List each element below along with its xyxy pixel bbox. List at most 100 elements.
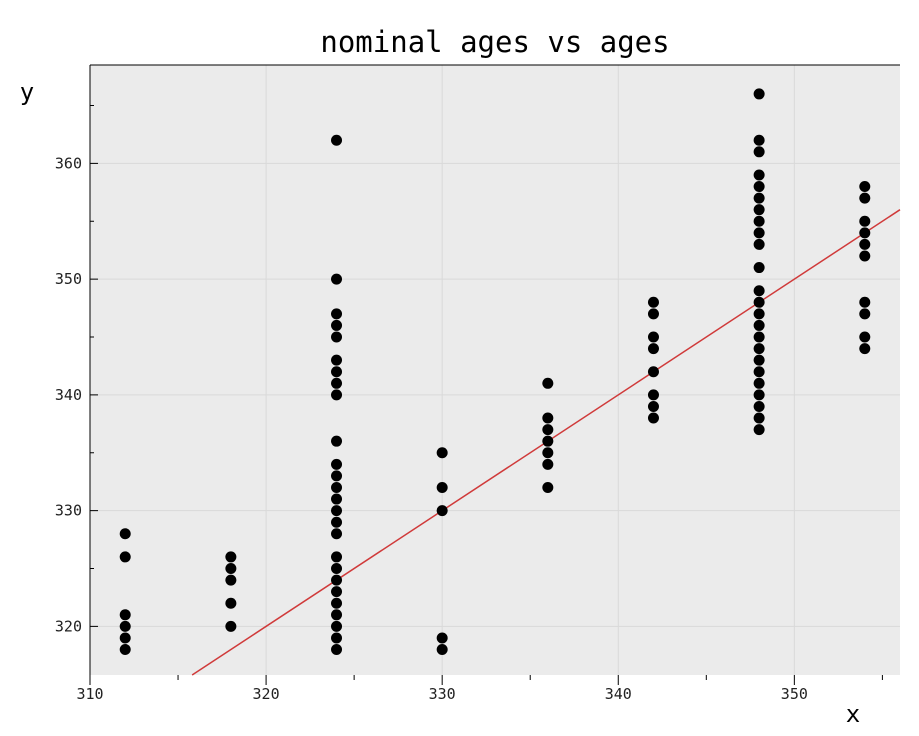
scatter-point <box>331 458 343 470</box>
scatter-point <box>331 470 343 482</box>
scatter-point <box>859 238 871 250</box>
scatter-point <box>859 181 871 193</box>
scatter-point <box>331 366 343 378</box>
scatter-point <box>647 400 659 412</box>
scatter-point <box>753 134 765 146</box>
scatter-point <box>331 516 343 528</box>
scatter-point <box>753 424 765 436</box>
scatter-point <box>647 343 659 355</box>
scatter-point <box>647 296 659 308</box>
scatter-point <box>225 551 237 563</box>
scatter-point <box>647 389 659 401</box>
scatter-point <box>753 169 765 181</box>
scatter-point <box>436 644 448 656</box>
x-axis-label: x <box>846 700 860 728</box>
scatter-point <box>753 308 765 320</box>
scatter-point <box>859 308 871 320</box>
scatter-point <box>859 343 871 355</box>
scatter-point <box>331 331 343 343</box>
scatter-point <box>119 551 131 563</box>
gridlines <box>90 65 900 675</box>
x-tick-label: 330 <box>429 685 456 703</box>
scatter-point <box>753 192 765 204</box>
chart-title: nominal ages vs ages <box>320 25 669 59</box>
scatter-point <box>331 620 343 632</box>
scatter-point <box>119 632 131 644</box>
x-tick-label: 350 <box>781 685 808 703</box>
scatter-point <box>436 447 448 459</box>
scatter-point <box>119 609 131 621</box>
scatter-point <box>225 574 237 586</box>
scatter-point <box>331 528 343 540</box>
scatter-point <box>542 435 554 447</box>
scatter-point <box>331 377 343 389</box>
scatter-point <box>331 273 343 285</box>
scatter-point <box>753 227 765 239</box>
scatter-point <box>647 366 659 378</box>
scatter-point <box>647 412 659 424</box>
scatter-point <box>225 620 237 632</box>
scatter-point <box>542 481 554 493</box>
scatter-point <box>542 412 554 424</box>
y-tick-label: 350 <box>55 270 82 288</box>
scatter-point <box>753 238 765 250</box>
scatter-point <box>331 586 343 598</box>
y-tick-label: 340 <box>55 386 82 404</box>
scatter-point <box>331 481 343 493</box>
scatter-point <box>331 644 343 656</box>
scatter-point <box>331 389 343 401</box>
scatter-point <box>119 528 131 540</box>
scatter-point <box>331 574 343 586</box>
scatter-point <box>119 644 131 656</box>
scatter-point <box>119 620 131 632</box>
scatter-point <box>753 146 765 158</box>
scatter-point <box>753 343 765 355</box>
x-tick-label: 340 <box>605 685 632 703</box>
y-axis-ticks: 320 330 340 350 360 <box>55 105 98 635</box>
scatter-point <box>753 285 765 297</box>
scatter-point <box>331 134 343 146</box>
scatter-point <box>225 597 237 609</box>
scatter-point <box>647 331 659 343</box>
y-axis-label: y <box>20 78 34 106</box>
scatter-point <box>753 204 765 216</box>
scatter-point <box>753 181 765 193</box>
scatter-point <box>331 597 343 609</box>
scatter-point <box>331 563 343 575</box>
scatter-point <box>753 366 765 378</box>
scatter-point <box>753 400 765 412</box>
scatter-point <box>753 88 765 100</box>
y-tick-label: 360 <box>55 154 82 172</box>
x-tick-label: 310 <box>76 685 103 703</box>
scatter-point <box>436 481 448 493</box>
plot-frame <box>89 64 900 675</box>
scatter-point <box>436 505 448 517</box>
scatter-point <box>753 319 765 331</box>
scatter-point <box>753 215 765 227</box>
scatter-point <box>647 308 659 320</box>
scatter-point <box>331 435 343 447</box>
plot-area <box>90 65 900 675</box>
scatter-point <box>331 632 343 644</box>
scatter-point <box>331 319 343 331</box>
scatter-point <box>753 377 765 389</box>
scatter-point <box>753 412 765 424</box>
x-tick-label: 320 <box>253 685 280 703</box>
scatter-point <box>542 377 554 389</box>
scatter-point <box>753 331 765 343</box>
scatter-point <box>753 262 765 274</box>
scatter-point <box>331 354 343 366</box>
data-points <box>119 88 871 656</box>
y-tick-label: 320 <box>55 617 82 635</box>
scatter-point <box>753 354 765 366</box>
scatter-point <box>542 447 554 459</box>
scatter-point <box>859 250 871 262</box>
scatter-point <box>859 296 871 308</box>
scatter-point <box>859 331 871 343</box>
scatter-point <box>331 551 343 563</box>
scatter-point <box>331 505 343 517</box>
scatter-point <box>859 227 871 239</box>
scatter-point <box>753 389 765 401</box>
scatter-point <box>436 632 448 644</box>
